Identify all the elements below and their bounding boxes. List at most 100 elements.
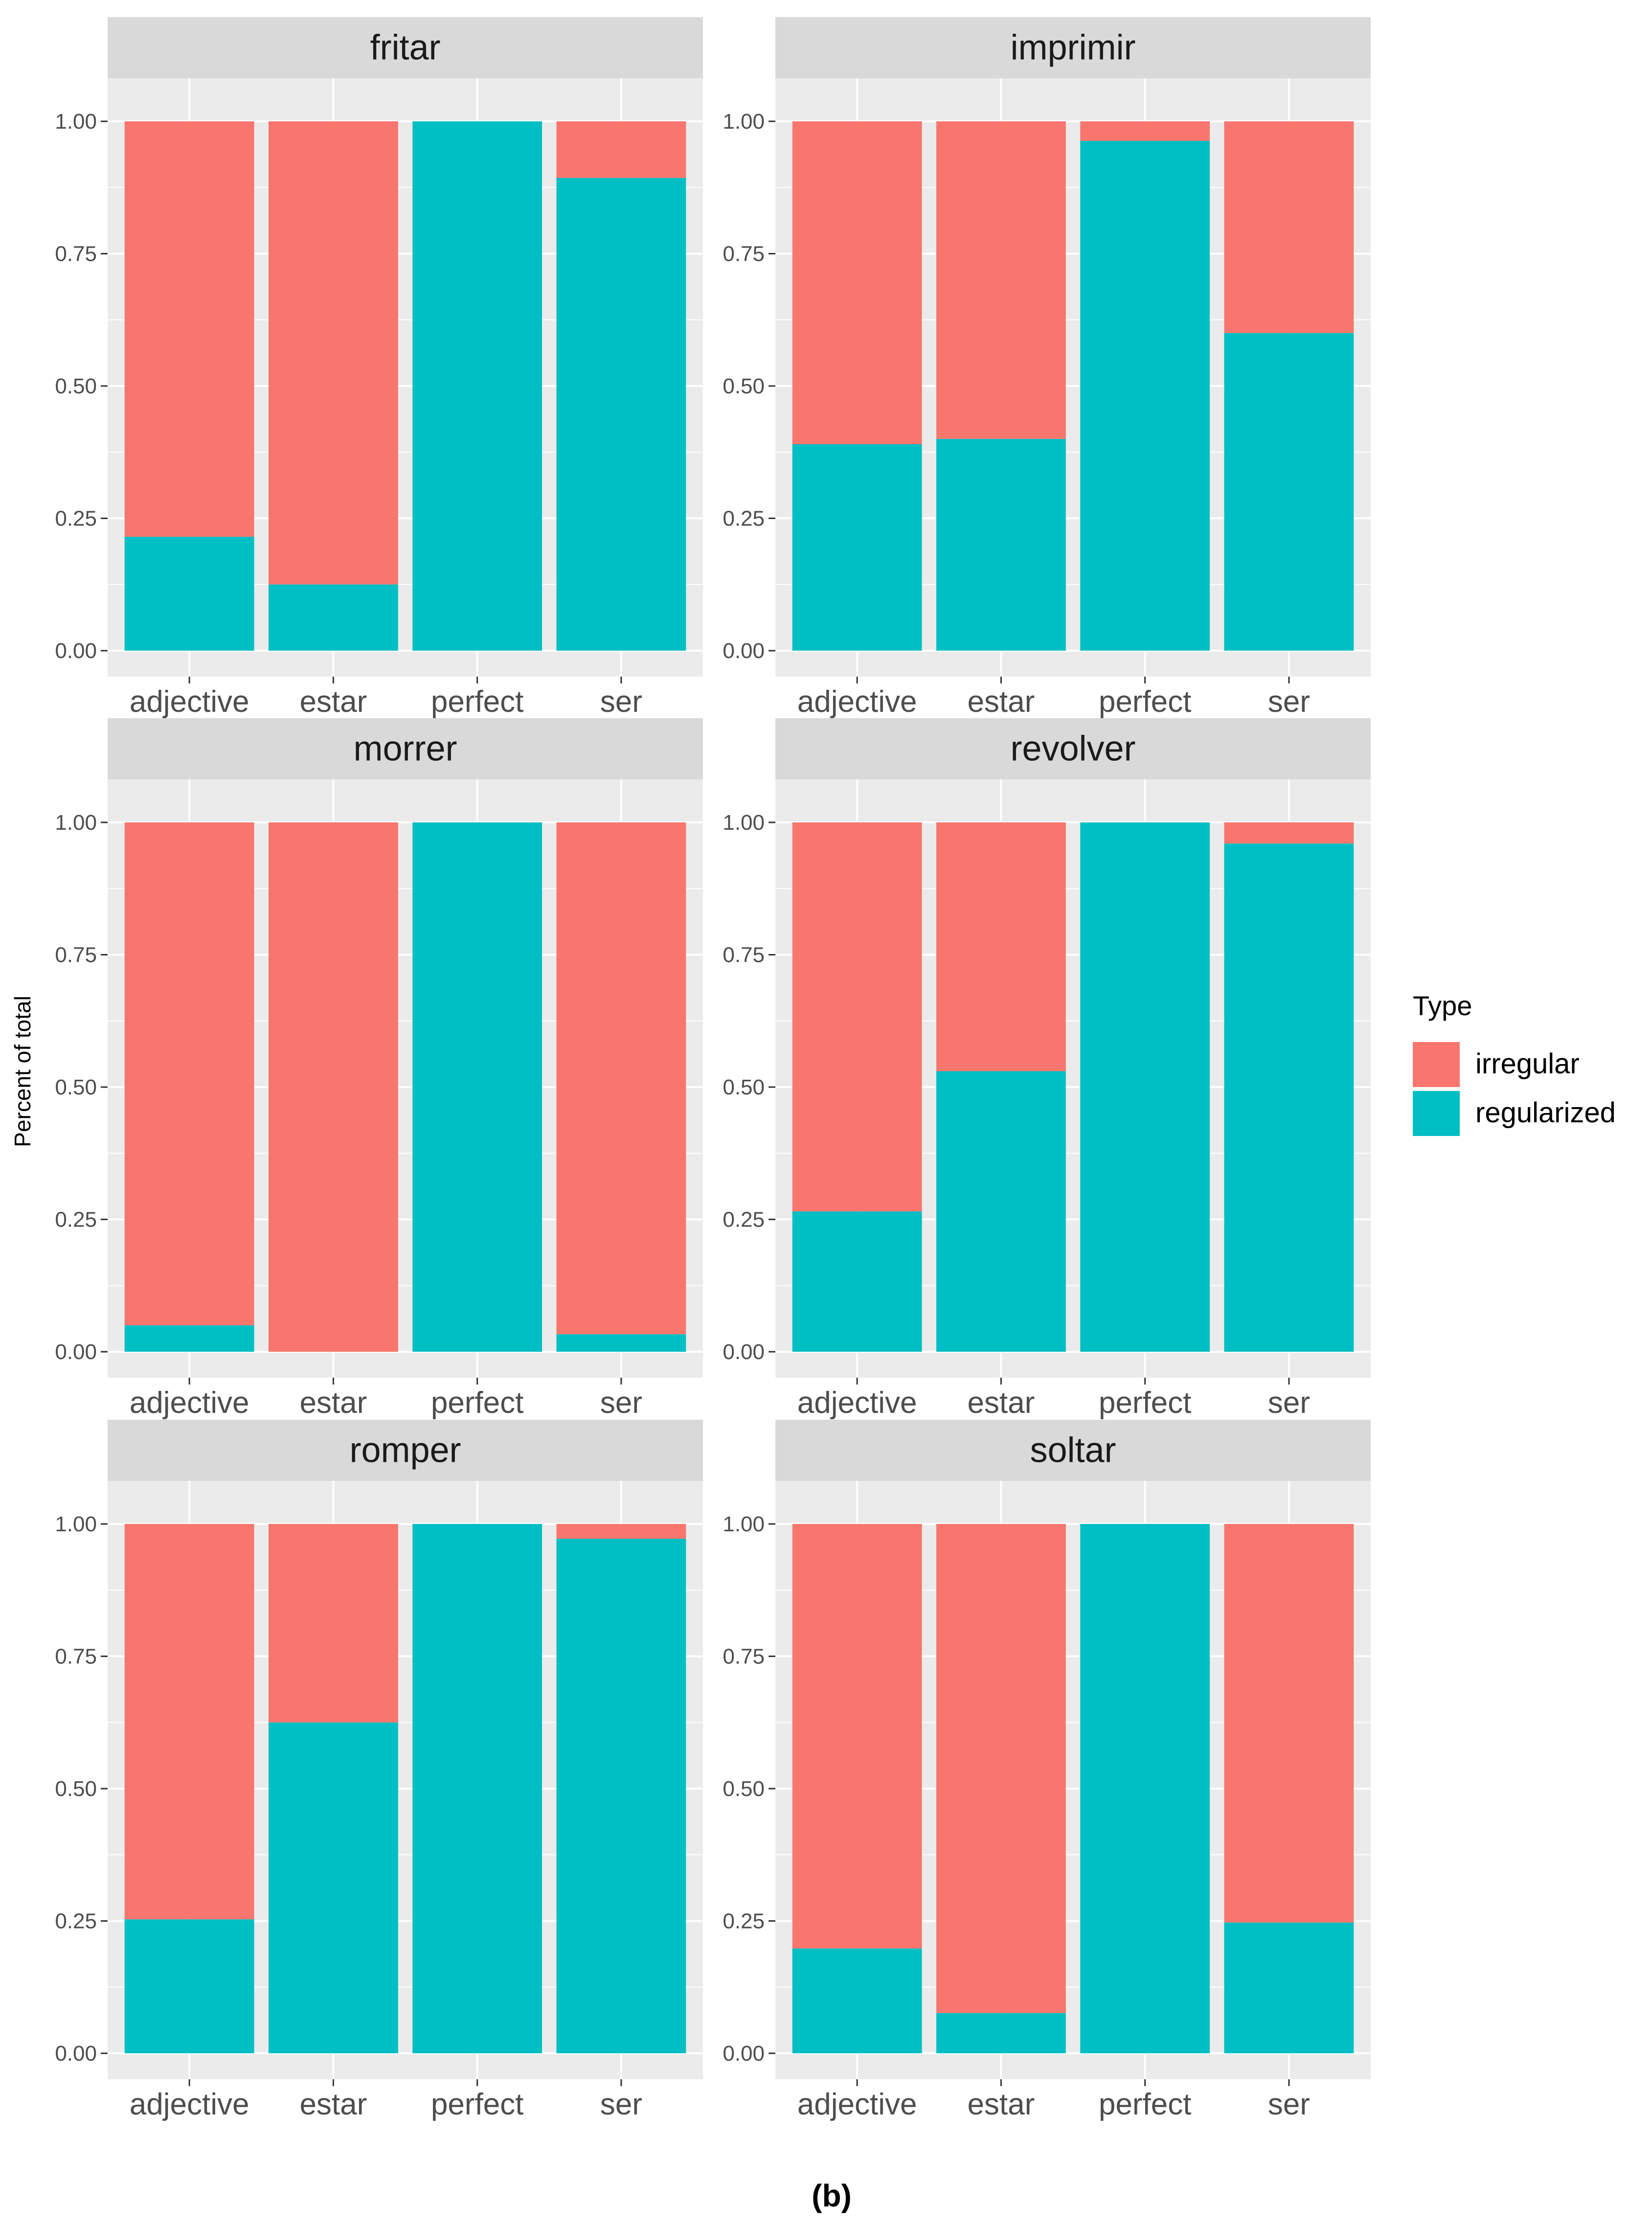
x-tick-label: ser: [600, 685, 642, 719]
x-tick-label: estar: [967, 685, 1035, 719]
bar-regularized-adjective: [124, 1919, 254, 2053]
bar-irregular-adjective: [792, 121, 922, 445]
bar-irregular-adjective: [124, 1524, 254, 1920]
facet-panel-morrer: morrer 0.00 0.25 0.50 0.75 1.00 adjective estar…: [55, 718, 703, 1420]
y-tick-label: 0.50: [723, 1777, 765, 1801]
x-tick-label: adjective: [797, 1386, 917, 1420]
y-tick-label: 0.00: [55, 1340, 97, 1364]
bar-regularized-adjective: [792, 444, 922, 651]
bar-regularized-ser: [556, 1539, 686, 2053]
bar-regularized-estar: [936, 1071, 1066, 1352]
bar-irregular-perfect: [1080, 121, 1210, 141]
bar-regularized-perfect: [412, 1524, 543, 2053]
y-tick-label: 1.00: [723, 110, 765, 134]
y-tick-label: 0.50: [55, 1777, 97, 1801]
facet-panel-revolver: revolver 0.00 0.25 0.50 0.75 1.00 adjective est…: [723, 718, 1371, 1420]
x-tick-label: perfect: [1099, 2088, 1192, 2121]
facet-title: morrer: [354, 729, 457, 769]
x-tick-label: adjective: [130, 2088, 249, 2121]
x-tick-label: ser: [600, 2088, 642, 2121]
y-tick-label: 0.75: [55, 1645, 97, 1669]
bar-irregular-estar: [936, 1524, 1066, 2013]
legend-label-irregular: irregular: [1475, 1048, 1580, 1080]
bar-regularized-perfect: [1080, 141, 1210, 651]
x-tick-label: estar: [299, 2088, 367, 2121]
x-tick-label: ser: [600, 1386, 642, 1420]
x-tick-label: ser: [1268, 685, 1310, 719]
facet-title: fritar: [370, 28, 441, 68]
x-tick-label: perfect: [431, 685, 524, 719]
bar-regularized-adjective: [792, 1211, 922, 1352]
legend-swatch-irregular: [1413, 1042, 1460, 1087]
facet-panel-romper: romper 0.00 0.25 0.50 0.75 1.00 adjective estar…: [55, 1420, 703, 2121]
facet-panels: fritar 0.00 0.25 0.50 0.75 1.00 adjective estar…: [55, 17, 1371, 2121]
y-tick-label: 0.25: [55, 1208, 97, 1232]
bar-irregular-adjective: [792, 822, 922, 1212]
y-tick-label: 0.25: [55, 507, 97, 531]
y-tick-label: 0.00: [723, 639, 765, 663]
bar-regularized-ser: [1224, 843, 1354, 1352]
y-tick-label: 0.00: [723, 1340, 765, 1364]
bar-irregular-estar: [268, 822, 398, 1352]
facet-strip: [775, 1420, 1371, 1481]
y-tick-label: 0.25: [55, 1909, 97, 1933]
facet-panel-imprimir: imprimir 0.00 0.25 0.50 0.75 1.00 adjective est…: [723, 17, 1371, 719]
x-tick-label: perfect: [1099, 685, 1192, 719]
bar-regularized-perfect: [1080, 822, 1210, 1352]
bar-regularized-ser: [1224, 333, 1354, 651]
facet-title: revolver: [1010, 729, 1135, 769]
y-tick-label: 0.75: [723, 1645, 765, 1669]
bar-regularized-adjective: [792, 1948, 922, 2053]
y-tick-label: 0.75: [723, 943, 765, 967]
y-tick-label: 1.00: [55, 110, 97, 134]
bar-regularized-estar: [268, 584, 398, 651]
bar-irregular-adjective: [792, 1524, 922, 1949]
legend-title: Type: [1413, 990, 1472, 1021]
y-tick-label: 1.00: [55, 1512, 97, 1536]
y-tick-label: 0.50: [723, 374, 765, 398]
facet-strip: [775, 17, 1371, 78]
facet-title: imprimir: [1011, 28, 1136, 68]
x-tick-label: ser: [1268, 2088, 1310, 2121]
x-tick-label: adjective: [130, 1386, 249, 1420]
x-tick-label: ser: [1268, 1386, 1310, 1420]
bar-regularized-estar: [936, 2013, 1066, 2053]
bar-regularized-ser: [556, 178, 686, 651]
y-axis-label: Percent of total: [10, 996, 35, 1147]
y-tick-label: 0.50: [55, 1075, 97, 1099]
bar-regularized-perfect: [412, 822, 543, 1352]
bar-regularized-ser: [1224, 1922, 1354, 2053]
figure-label: (b): [812, 2178, 852, 2213]
x-tick-label: adjective: [797, 2088, 917, 2121]
bar-regularized-adjective: [124, 1325, 254, 1352]
facet-strip: [108, 718, 703, 779]
bar-irregular-ser: [1224, 1524, 1354, 1923]
bar-irregular-ser: [1224, 822, 1354, 844]
bar-regularized-adjective: [124, 537, 254, 651]
bar-irregular-ser: [556, 121, 686, 178]
legend-label-regularized: regularized: [1475, 1097, 1616, 1129]
bar-irregular-estar: [936, 822, 1066, 1071]
y-tick-label: 0.50: [723, 1075, 765, 1099]
facet-panel-soltar: soltar 0.00 0.25 0.50 0.75 1.00 adjective estar…: [723, 1420, 1371, 2121]
bar-regularized-estar: [268, 1722, 398, 2053]
bar-irregular-ser: [556, 1524, 686, 1539]
x-tick-label: estar: [967, 1386, 1035, 1420]
facet-panel-fritar: fritar 0.00 0.25 0.50 0.75 1.00 adjective estar…: [55, 17, 703, 719]
bar-irregular-ser: [556, 822, 686, 1335]
y-tick-label: 0.25: [723, 507, 765, 531]
y-tick-label: 0.50: [55, 374, 97, 398]
bar-irregular-estar: [268, 1524, 398, 1723]
x-tick-label: adjective: [130, 685, 249, 719]
bar-regularized-perfect: [412, 121, 543, 651]
facet-title: romper: [349, 1431, 461, 1470]
facet-strip: [108, 1420, 703, 1481]
x-tick-label: adjective: [797, 685, 917, 719]
y-tick-label: 0.75: [55, 943, 97, 967]
bar-irregular-estar: [936, 121, 1066, 439]
y-tick-label: 1.00: [55, 811, 97, 835]
bar-regularized-ser: [556, 1334, 686, 1352]
x-tick-label: estar: [299, 685, 367, 719]
bar-regularized-estar: [936, 439, 1066, 651]
